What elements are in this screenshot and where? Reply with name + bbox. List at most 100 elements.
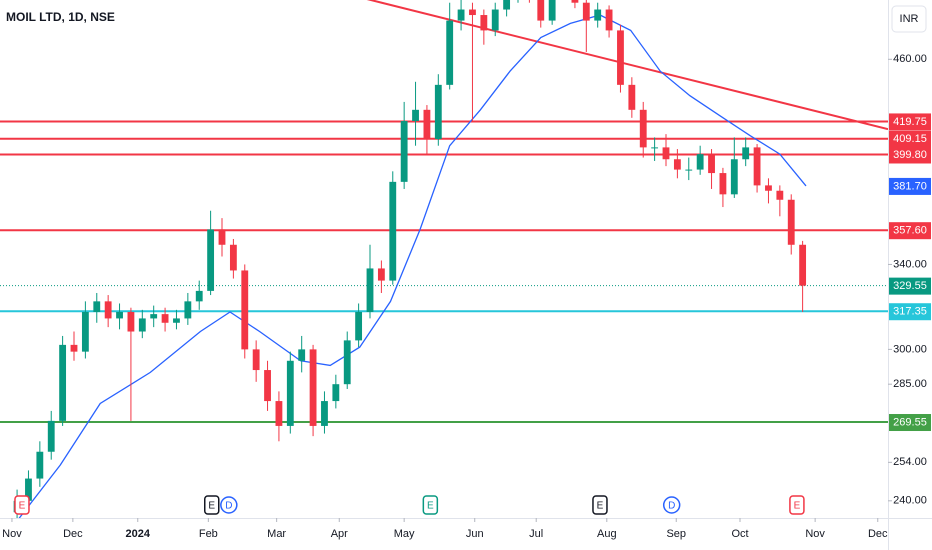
candle-body	[457, 9, 465, 21]
candle-body	[161, 314, 169, 323]
x-tick-label: Feb	[199, 528, 218, 540]
candle-body	[434, 84, 442, 140]
plot	[0, 0, 888, 518]
event-icon	[14, 495, 30, 515]
y-tick-label: 240.00	[893, 495, 927, 507]
price-tag	[889, 177, 931, 195]
event-icon	[422, 495, 439, 515]
candle-body	[286, 360, 294, 426]
candle-body	[673, 159, 681, 170]
candle-body	[765, 185, 772, 191]
event-icon	[662, 496, 681, 514]
candle-body	[127, 311, 135, 332]
candle-body	[503, 0, 511, 10]
candle-body	[150, 314, 158, 319]
candle-body	[708, 154, 715, 174]
candle-body	[469, 9, 476, 16]
price-tag-label: 399.80	[893, 149, 927, 161]
price-tag-label: 329.55	[893, 280, 927, 292]
candle-body	[321, 401, 328, 426]
candle-body	[104, 301, 112, 319]
candle-body	[662, 147, 670, 160]
candle-body	[412, 109, 419, 122]
price-tag-label: 357.60	[893, 225, 927, 237]
candle-body	[332, 384, 340, 402]
price-tag-label: 317.35	[893, 306, 927, 318]
candle-body	[366, 268, 374, 312]
moving-average	[18, 14, 807, 518]
event-icon	[204, 495, 220, 515]
candle-body	[70, 344, 78, 352]
y-tick-label: 285.00	[893, 378, 927, 390]
candle-body	[639, 109, 647, 148]
x-tick-label: Aug	[597, 528, 617, 540]
candle-body	[36, 451, 44, 479]
price-tag	[889, 414, 931, 432]
x-tick-label: Dec	[63, 528, 83, 540]
y-tick-label: 300.00	[893, 343, 927, 355]
candle-body	[184, 301, 192, 319]
x-tick-label: 2024	[126, 528, 151, 540]
event-label: E	[597, 501, 604, 512]
price-tag-label: 381.70	[893, 180, 927, 192]
price-tag	[889, 146, 931, 164]
candle-body	[571, 0, 579, 3]
candle-body	[47, 420, 55, 452]
y-tick-label: 254.00	[893, 456, 927, 468]
candle-body	[742, 147, 750, 160]
candle-body	[25, 478, 32, 501]
candle-body	[116, 311, 123, 319]
candle-body	[218, 229, 226, 245]
candle-body	[59, 344, 67, 421]
x-tick-label: Nov	[2, 528, 22, 540]
candle-body	[355, 311, 363, 341]
x-tick-label: Jul	[529, 528, 543, 540]
candle-body	[93, 301, 101, 312]
candle-body	[685, 169, 693, 171]
event-label: D	[225, 501, 232, 512]
candle-body	[753, 147, 761, 186]
event-icon	[789, 495, 805, 515]
x-tick-label: Nov	[805, 528, 825, 540]
candle-body	[264, 370, 271, 402]
candle-body	[628, 84, 636, 110]
price-tag	[889, 113, 931, 131]
candle-body	[617, 30, 624, 85]
price-tag-label: 419.75	[893, 116, 927, 128]
candle-body	[241, 270, 249, 350]
price-tag	[889, 303, 931, 321]
candle-body	[400, 121, 408, 182]
candle-body	[605, 9, 613, 31]
candle-body	[138, 318, 146, 332]
axes: 240.00 254.00 285.00 300.00 340.00 460.00 Nov D…	[2, 53, 931, 540]
candle-body	[275, 401, 283, 426]
candle-body	[207, 229, 215, 291]
price-tag	[889, 277, 931, 295]
candle-body	[446, 20, 454, 85]
event-label: D	[668, 501, 675, 512]
candle-body	[719, 173, 727, 195]
candle-body	[81, 311, 89, 352]
event-icon	[220, 496, 238, 514]
candle-body	[651, 147, 659, 149]
candle-body	[776, 190, 784, 200]
candle-body	[252, 349, 260, 371]
candle-body	[195, 290, 203, 302]
event-label: E	[19, 501, 26, 512]
chart-title: MOIL LTD, 1D, NSE	[6, 10, 115, 24]
x-tick-label: Dec	[868, 528, 888, 540]
candle-body	[548, 0, 556, 21]
x-tick-label: Oct	[731, 528, 748, 540]
candle-body	[309, 349, 317, 426]
currency: INR	[900, 13, 919, 25]
price-tag	[889, 222, 931, 240]
y-tick-label: 460.00	[893, 53, 927, 65]
candle-body	[343, 340, 351, 385]
candle-body	[696, 154, 704, 170]
currency-box[interactable]	[891, 5, 927, 33]
candle-body	[229, 244, 237, 271]
y-tick-label: 340.00	[893, 258, 927, 270]
candle-body	[298, 349, 306, 361]
